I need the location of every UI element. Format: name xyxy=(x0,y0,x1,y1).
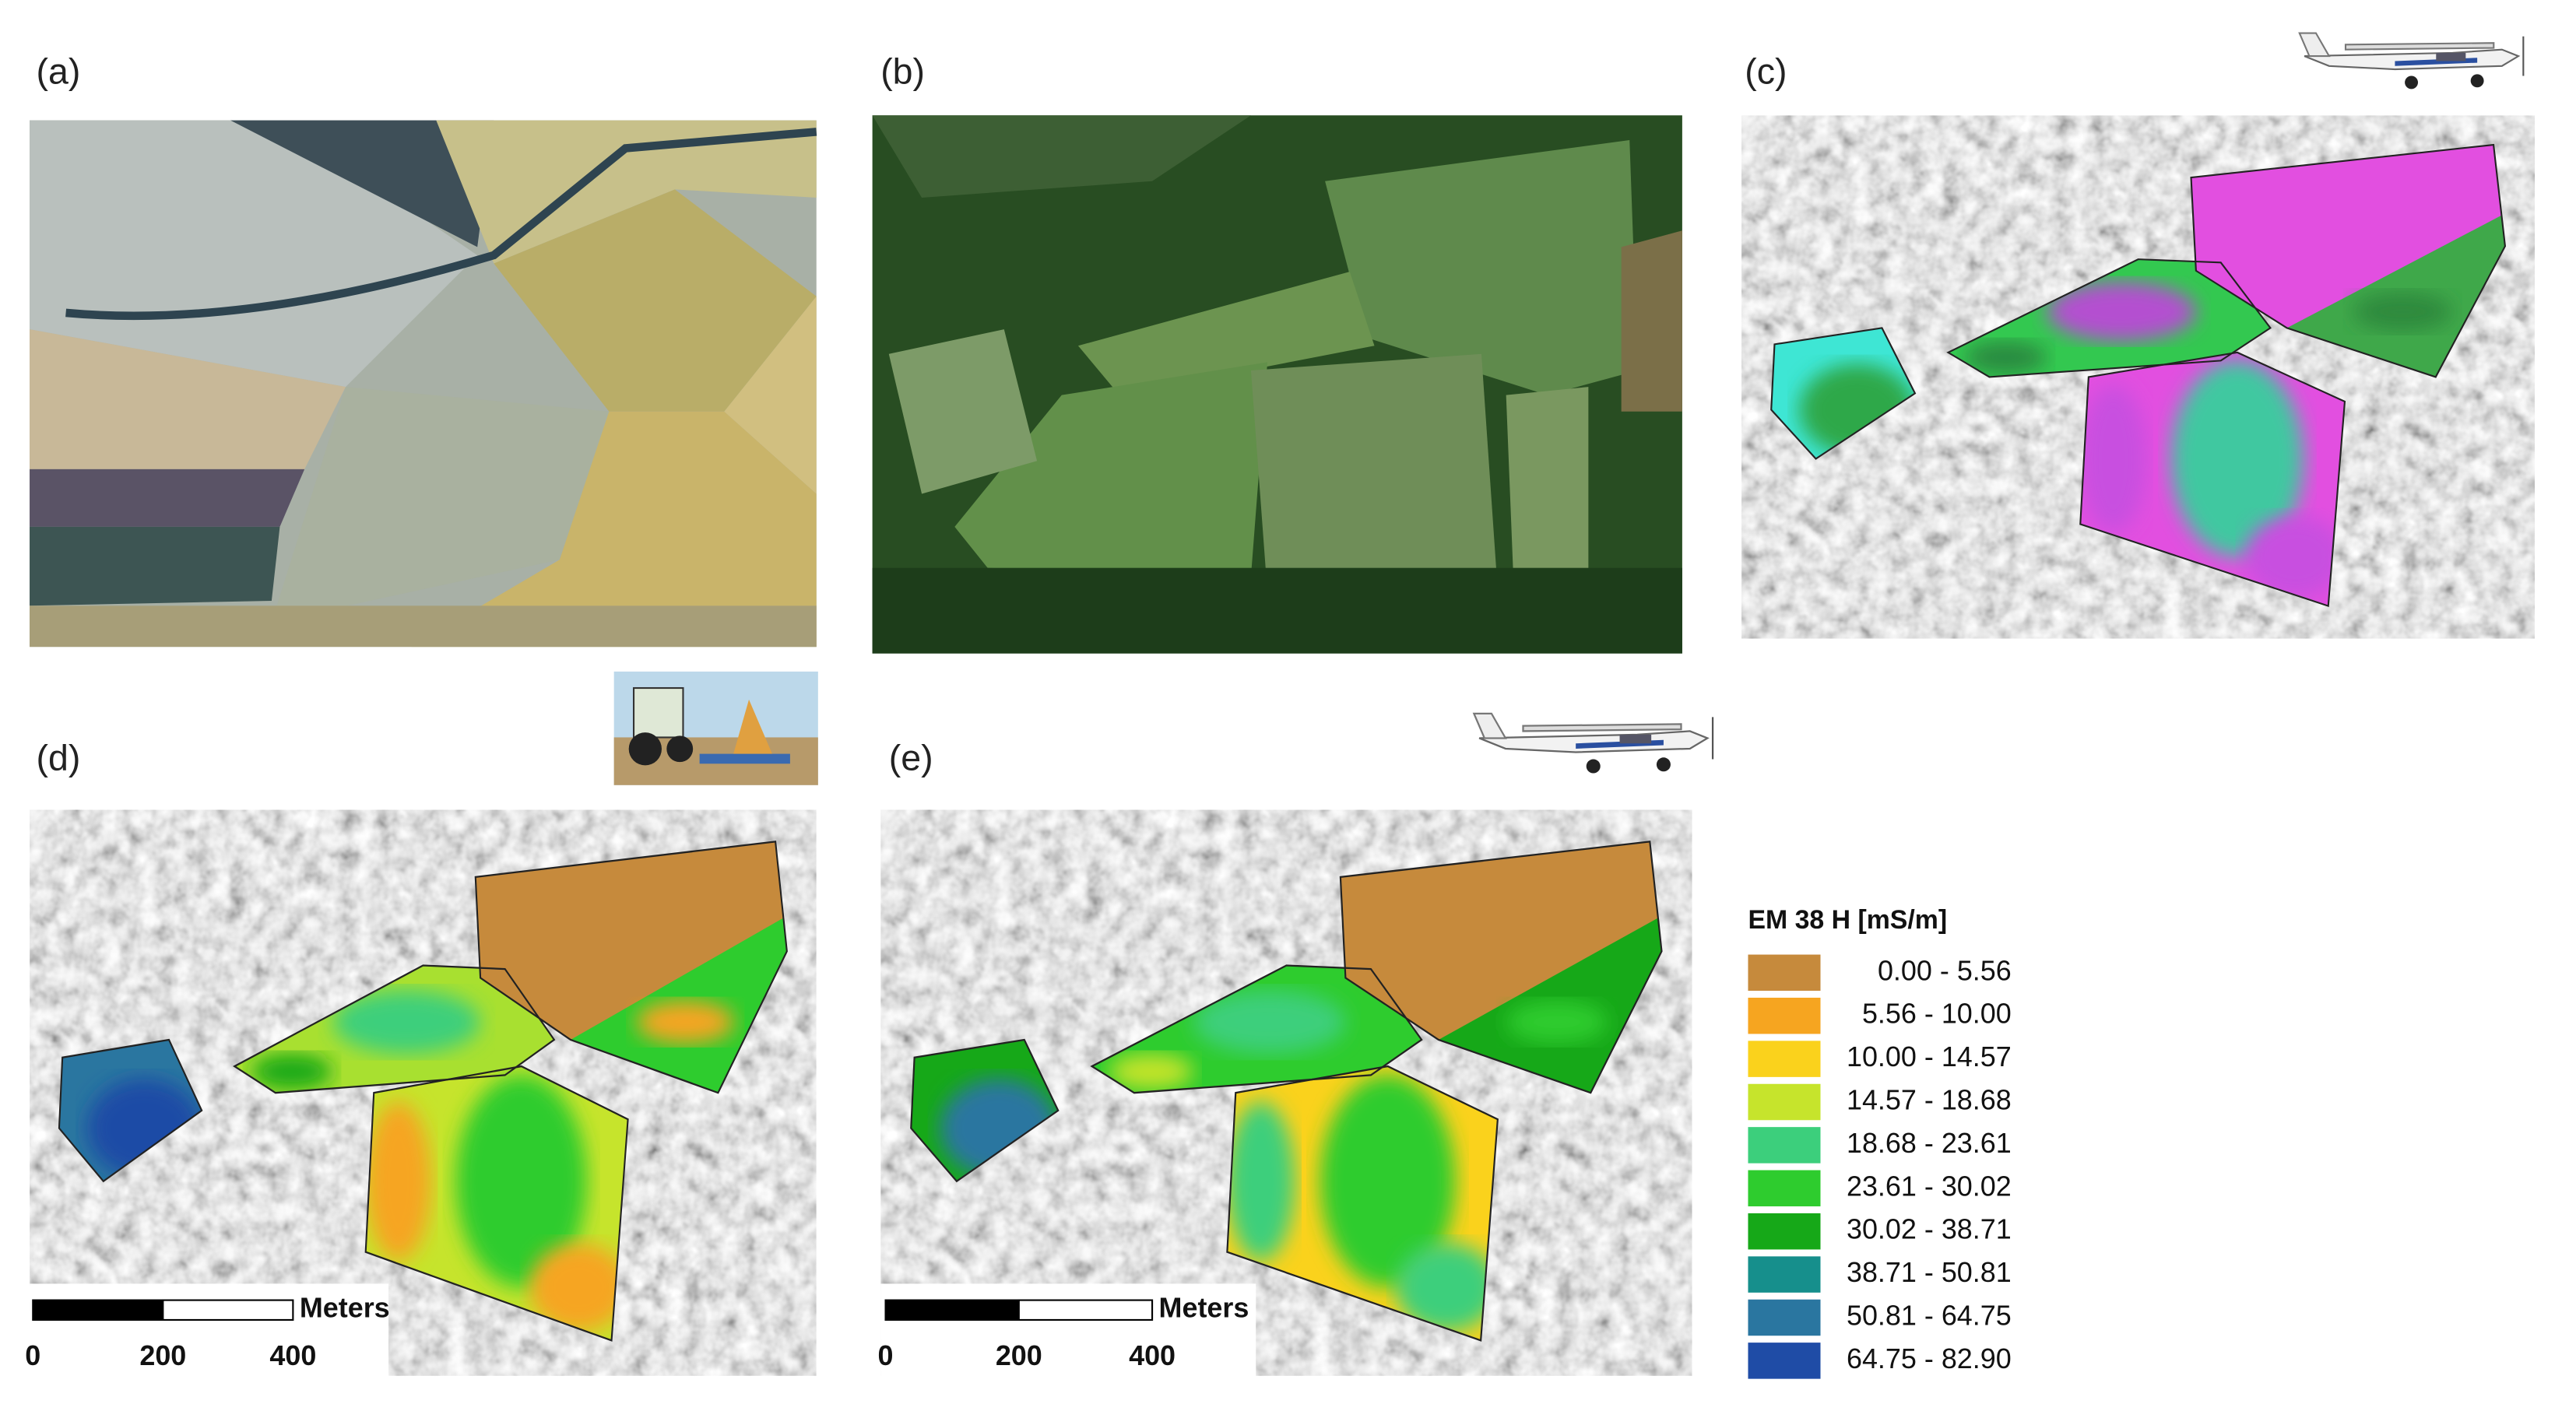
legend: EM 38 H [mS/m] 0.00 - 5.56 5.56 - 10.00 10.… xyxy=(1748,905,2012,1379)
panel-label: (a) xyxy=(37,51,81,92)
legend-swatch xyxy=(1748,1256,1821,1293)
scale-tick-label: 400 xyxy=(269,1339,316,1371)
aerial-photo-a xyxy=(30,120,817,648)
legend-swatch xyxy=(1748,1083,1821,1121)
tractor-photo xyxy=(613,671,818,785)
legend-swatch xyxy=(1748,1299,1821,1336)
panel-label: (e) xyxy=(889,737,933,777)
legend-label: 18.68 - 23.61 xyxy=(1847,1127,2012,1159)
scale-tick-label: 0 xyxy=(25,1339,40,1371)
legend-swatch xyxy=(1748,1213,1821,1250)
legend-swatch xyxy=(1748,1041,1821,1077)
legend-swatch xyxy=(1748,997,1821,1034)
legend-swatch xyxy=(1748,1343,1821,1379)
legend-swatch xyxy=(1748,1127,1821,1164)
panel-labels: (a) (b) (c) (d) (e) xyxy=(37,51,1787,778)
scale-bars: Meters 0 200 400 Meters 0 200 400 xyxy=(25,1292,1249,1371)
scale-tick-label: 400 xyxy=(1129,1339,1176,1371)
legend-label: 10.00 - 14.57 xyxy=(1847,1041,2012,1072)
scale-bar-white xyxy=(1017,1299,1154,1322)
scale-unit: Meters xyxy=(1159,1292,1249,1324)
false-color-image-c xyxy=(1741,115,2535,638)
scale-tick-label: 200 xyxy=(139,1339,186,1371)
legend-label: 38.71 - 50.81 xyxy=(1847,1256,2012,1288)
scale-unit: Meters xyxy=(300,1292,390,1324)
legend-label: 5.56 - 10.00 xyxy=(1862,998,2012,1030)
panel-label: (d) xyxy=(37,737,81,777)
legend-label: 0.00 - 5.56 xyxy=(1878,954,2012,986)
aerial-photo-b xyxy=(872,115,1682,654)
legend-swatch xyxy=(1748,954,1821,992)
aircraft-icon xyxy=(1473,712,1714,774)
legend-label: 64.75 - 82.90 xyxy=(1847,1343,2012,1374)
scale-tick-label: 200 xyxy=(996,1339,1042,1371)
aircraft-icon xyxy=(2298,32,2525,90)
scale-tick-label: 0 xyxy=(878,1339,894,1371)
panel-label: (c) xyxy=(1745,51,1787,92)
scale-bar-black xyxy=(32,1299,164,1322)
scale-bar-black xyxy=(884,1299,1020,1322)
panel-label: (b) xyxy=(880,51,925,92)
legend-title: EM 38 H [mS/m] xyxy=(1748,905,1947,935)
scale-bar-white xyxy=(162,1299,294,1322)
legend-label: 30.02 - 38.71 xyxy=(1847,1213,2012,1245)
legend-label: 50.81 - 64.75 xyxy=(1847,1299,2012,1331)
legend-label: 23.61 - 30.02 xyxy=(1847,1170,2012,1202)
legend-label: 14.57 - 18.68 xyxy=(1847,1084,2012,1116)
legend-swatch xyxy=(1748,1170,1821,1207)
